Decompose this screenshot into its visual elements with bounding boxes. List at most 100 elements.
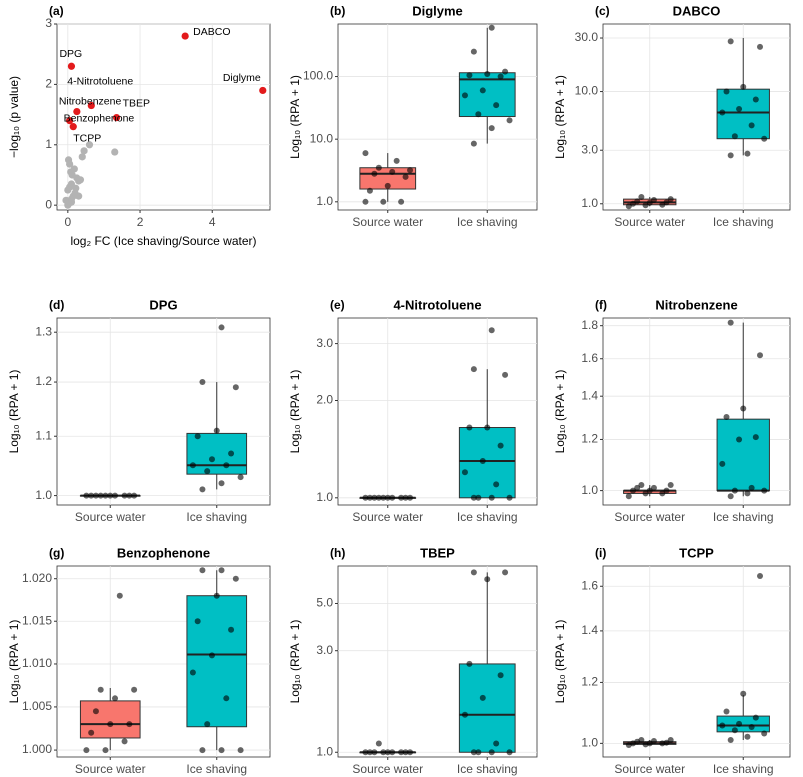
point: [107, 721, 114, 728]
point: [757, 572, 764, 579]
point: [88, 492, 95, 499]
x-tick-label: Ice shaving: [457, 215, 518, 229]
point: [663, 199, 670, 206]
point: [488, 125, 495, 132]
y-tick-label: 1.1: [35, 428, 52, 442]
point-label: TCPP: [73, 132, 101, 144]
point: [398, 749, 405, 756]
point: [744, 490, 751, 497]
point: [223, 695, 230, 702]
y-tick-label: 1: [45, 137, 52, 151]
point: [102, 492, 109, 499]
point: [493, 102, 500, 109]
point: [218, 324, 225, 331]
point: [362, 198, 369, 205]
y-tick-label: 1.0: [581, 736, 598, 750]
point: [638, 193, 645, 200]
point: [748, 484, 755, 491]
point: [475, 749, 482, 756]
point: [493, 740, 500, 747]
point: [761, 135, 768, 142]
y-tick-label: 3.0: [316, 336, 333, 350]
point: [384, 182, 391, 189]
point: [493, 481, 500, 488]
point: [736, 436, 743, 443]
point: [497, 73, 504, 80]
point: [218, 480, 225, 487]
point: [470, 569, 477, 576]
point: [497, 672, 504, 679]
box: [458, 427, 516, 499]
panel-title: Diglyme: [412, 3, 463, 18]
point: [67, 198, 76, 206]
y-tick-label: 10.0: [310, 131, 334, 145]
plot-border: [56, 23, 271, 211]
y-axis-label: −log₁₀ (p value): [7, 76, 21, 158]
panel-label: (b): [330, 4, 345, 18]
panel-label: (e): [330, 298, 345, 312]
point: [362, 749, 369, 756]
x-tick-label: 0: [64, 215, 71, 229]
point: [131, 686, 138, 693]
point: [97, 492, 104, 499]
point: [194, 433, 201, 440]
point: [204, 468, 211, 475]
point: [384, 494, 391, 501]
y-tick-label: 1.2: [35, 374, 52, 388]
point: [380, 494, 387, 501]
x-tick-label: Source water: [75, 510, 146, 524]
point: [228, 450, 235, 457]
point: [744, 733, 751, 740]
y-tick-label: 3: [45, 16, 52, 30]
point: [362, 150, 369, 157]
y-tick-label: 30.0: [575, 30, 599, 44]
y-axis-label: Log₁₀ (RPA + 1): [288, 620, 302, 704]
point-label: DABCO: [193, 26, 230, 38]
point: [371, 749, 378, 756]
point: [259, 86, 267, 95]
point: [398, 198, 405, 205]
point: [232, 384, 239, 391]
point-label: Benzophenone: [64, 112, 135, 124]
point: [727, 152, 734, 159]
point: [407, 494, 414, 501]
point: [116, 592, 123, 599]
point: [723, 413, 730, 420]
point: [719, 460, 726, 467]
x-tick-label: Ice shaving: [713, 215, 774, 229]
point: [112, 114, 121, 122]
point: [69, 123, 77, 131]
box: [458, 663, 516, 753]
point: [384, 749, 391, 756]
point: [650, 738, 657, 745]
x-tick-label: Ice shaving: [457, 762, 518, 776]
point: [375, 164, 382, 171]
point: [232, 575, 239, 582]
panel-title: TBEP: [420, 545, 455, 560]
point: [407, 749, 414, 756]
point: [126, 492, 133, 499]
point: [736, 720, 743, 727]
panel-label: (d): [49, 298, 64, 312]
point: [102, 747, 109, 754]
point: [107, 492, 114, 499]
panel-title: 4-Nitrotoluene: [393, 297, 481, 312]
point: [80, 147, 88, 155]
x-tick-label: Source water: [614, 215, 685, 229]
panel-label: (f): [595, 298, 607, 312]
point: [366, 749, 373, 756]
point: [719, 722, 726, 729]
point: [727, 737, 734, 744]
box: [186, 595, 248, 728]
point: [97, 686, 104, 693]
panel-title: Benzophenone: [117, 545, 210, 560]
point: [375, 494, 382, 501]
point: [470, 366, 477, 373]
point: [223, 462, 230, 469]
panel-title: DPG: [149, 297, 177, 312]
point-label: DPG: [59, 48, 82, 60]
y-tick-label: 1.4: [581, 623, 598, 637]
y-tick-label: 1.000: [22, 742, 52, 756]
point: [371, 494, 378, 501]
point: [502, 68, 509, 75]
